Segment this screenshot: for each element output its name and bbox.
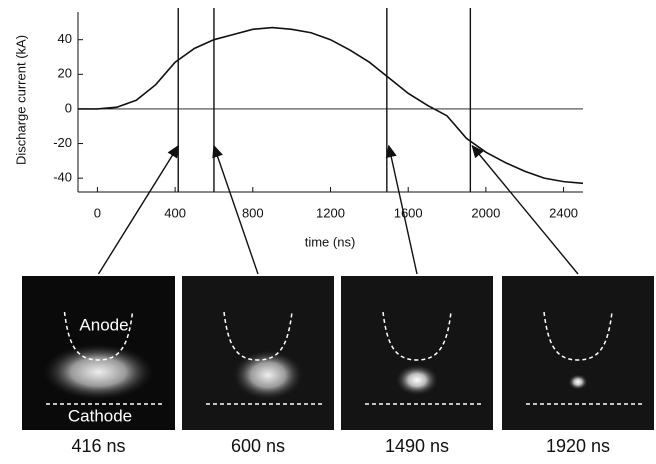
x-axis-label: time (ns) bbox=[305, 234, 356, 249]
y-tick-label: -20 bbox=[53, 135, 72, 150]
cathode-label: Cathode bbox=[68, 406, 132, 425]
x-tick-label: 400 bbox=[164, 205, 186, 220]
x-tick-label: 1600 bbox=[394, 205, 423, 220]
y-tick-label: 20 bbox=[58, 66, 72, 81]
anode-outline bbox=[223, 311, 293, 361]
arrow bbox=[97, 144, 179, 275]
x-tick-label: 1200 bbox=[316, 205, 345, 220]
y-axis-label: Discharge current (kA) bbox=[13, 35, 28, 165]
data-line bbox=[78, 26, 584, 185]
plasma-glow bbox=[233, 350, 303, 400]
anode-outline bbox=[382, 311, 452, 361]
plasma-glow bbox=[43, 344, 154, 400]
y-tick-label: 0 bbox=[65, 100, 72, 115]
arrow bbox=[212, 144, 259, 275]
x-tick-label: 800 bbox=[242, 205, 264, 220]
panel-label: 1920 ns bbox=[546, 436, 610, 456]
x-tick-label: 2400 bbox=[549, 205, 578, 220]
anode-outline bbox=[543, 311, 613, 361]
x-tick-label: 0 bbox=[94, 205, 101, 220]
y-tick-label: -40 bbox=[53, 170, 72, 185]
image-panel bbox=[502, 276, 654, 430]
plasma-glow bbox=[395, 364, 439, 396]
x-tick-label: 2000 bbox=[471, 205, 500, 220]
image-panel bbox=[341, 276, 493, 430]
anode-outline bbox=[63, 311, 134, 361]
arrow bbox=[471, 144, 579, 275]
arrow bbox=[385, 144, 418, 275]
y-tick-label: 40 bbox=[58, 31, 72, 46]
anode-label: Anode bbox=[79, 315, 128, 334]
panel-label: 416 ns bbox=[71, 436, 125, 456]
panel-label: 1490 ns bbox=[385, 436, 449, 456]
plasma-glow bbox=[568, 374, 588, 390]
panel-label: 600 ns bbox=[231, 436, 285, 456]
